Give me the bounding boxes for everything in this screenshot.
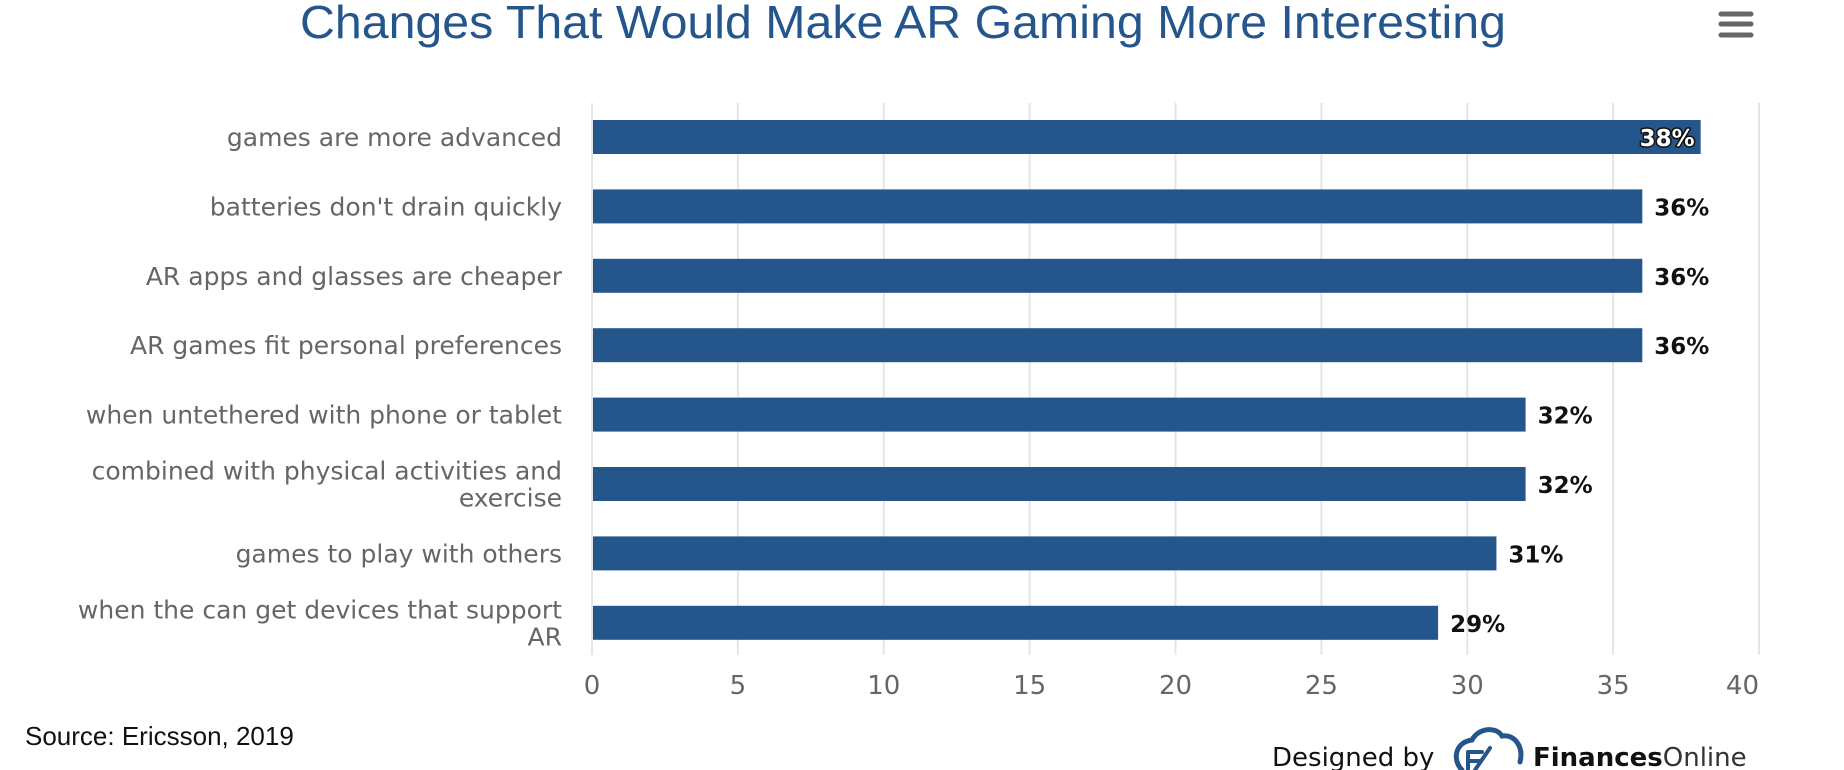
- data-label: 36%: [1654, 195, 1709, 221]
- category-label-line: batteries don't drain quickly: [210, 192, 562, 221]
- category-axis-labels: games are more advanced batteries don't d…: [78, 123, 563, 651]
- data-label: 36%: [1654, 334, 1709, 360]
- data-label: 31%: [1508, 542, 1563, 568]
- brand-name-light: Online: [1663, 743, 1747, 770]
- x-tick-label: 10: [867, 671, 900, 701]
- chart-title: Changes That Would Make AR Gaming More I…: [300, 0, 1506, 48]
- category-label-line: combined with physical activities and: [92, 457, 562, 486]
- bar[interactable]: [593, 536, 1497, 571]
- bar[interactable]: [593, 120, 1701, 154]
- category-label: batteries don't drain quickly: [210, 192, 562, 221]
- chart-menu-button[interactable]: [1712, 6, 1760, 44]
- x-tick-label: 0: [584, 671, 601, 701]
- bars: [593, 120, 1701, 640]
- category-label-line: games are more advanced: [227, 123, 562, 152]
- category-label-line: AR games fit personal preferences: [130, 331, 562, 360]
- bar[interactable]: [593, 189, 1643, 224]
- hamburger-menu-icon: [1718, 11, 1754, 38]
- category-label-line: when untethered with phone or tablet: [86, 401, 562, 430]
- x-tick-label: 25: [1305, 671, 1338, 701]
- financesonline-brand: FinancesOnline: [1533, 743, 1747, 770]
- category-label: games are more advanced: [227, 123, 562, 152]
- data-label: 38%: [1640, 126, 1695, 152]
- designed-by-text: Designed by: [1272, 743, 1434, 770]
- category-label: AR apps and glasses are cheaper: [146, 262, 563, 291]
- x-tick-label: 40: [1726, 671, 1759, 701]
- value-axis-labels: 0 5 10 15 20 25 30 35 40: [584, 671, 1759, 701]
- bar[interactable]: [593, 397, 1526, 432]
- category-label-line: when the can get devices that support: [78, 595, 562, 624]
- bar[interactable]: [593, 328, 1643, 363]
- x-tick-label: 35: [1597, 671, 1630, 701]
- data-labels: 38% 36% 36% 36% 32% 32% 31% 29%: [1450, 125, 1709, 638]
- x-tick-label: 15: [1013, 671, 1046, 701]
- source-note: Source: Ericsson, 2019: [25, 721, 294, 751]
- data-label: 32%: [1538, 473, 1593, 499]
- category-label: games to play with others: [236, 539, 562, 568]
- bar[interactable]: [593, 467, 1526, 501]
- category-label: combined with physical activities and exe…: [92, 457, 562, 513]
- category-label: when untethered with phone or tablet: [86, 401, 562, 430]
- data-label: 36%: [1654, 265, 1709, 291]
- category-label-line: exercise: [459, 484, 562, 513]
- bar[interactable]: [593, 605, 1439, 640]
- category-label-line: AR: [528, 622, 562, 651]
- x-tick-label: 20: [1159, 671, 1192, 701]
- financesonline-cloud-logo-icon: [1453, 727, 1524, 770]
- category-label-line: AR apps and glasses are cheaper: [146, 262, 563, 291]
- bar[interactable]: [593, 258, 1643, 293]
- x-tick-label: 5: [730, 671, 747, 701]
- gridlines: [591, 103, 1760, 655]
- brand-name-bold: Finances: [1533, 743, 1663, 770]
- data-label: 29%: [1450, 612, 1505, 638]
- designed-by-credit: Designed by FinancesOnline: [1272, 727, 1747, 770]
- category-label: AR games fit personal preferences: [130, 331, 562, 360]
- category-label: when the can get devices that support AR: [78, 595, 562, 651]
- category-label-line: games to play with others: [236, 539, 562, 568]
- data-label: 32%: [1538, 404, 1593, 430]
- x-tick-label: 30: [1451, 671, 1484, 701]
